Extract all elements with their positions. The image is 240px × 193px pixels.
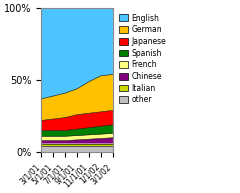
- Legend: English, German, Japanese, Spanish, French, Chinese, Italian, other: English, German, Japanese, Spanish, Fren…: [117, 12, 168, 106]
